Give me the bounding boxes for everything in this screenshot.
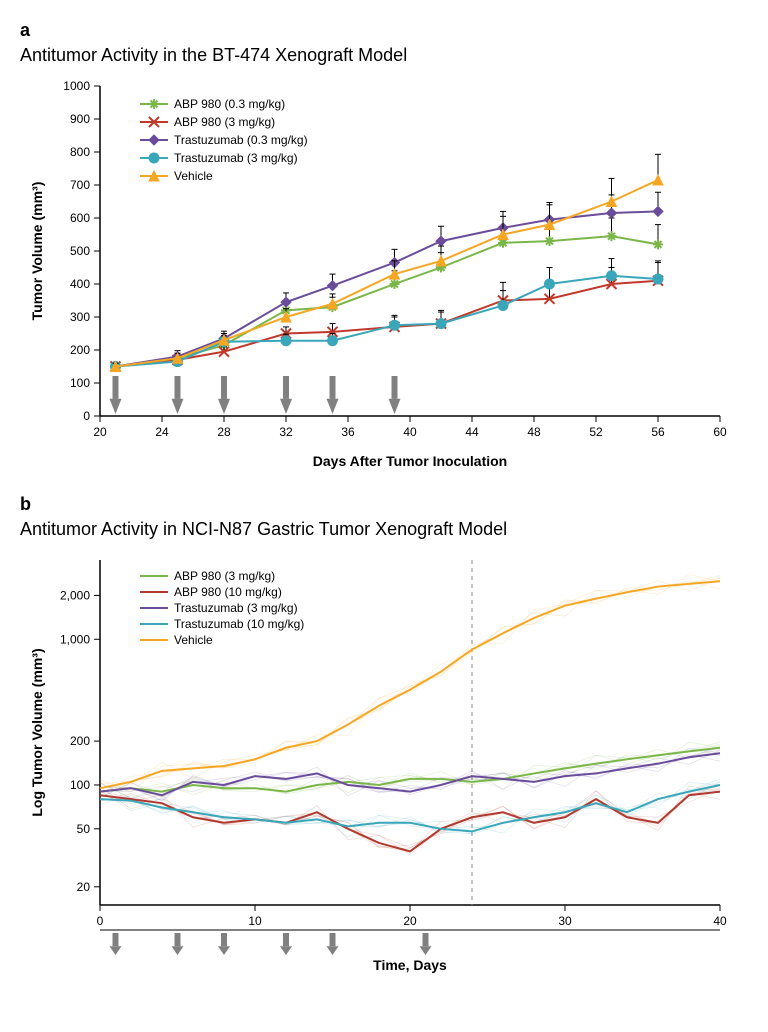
svg-text:24: 24 — [155, 425, 169, 439]
panel-b-label: b — [20, 494, 748, 515]
svg-text:700: 700 — [70, 178, 90, 192]
svg-text:10: 10 — [248, 914, 262, 928]
svg-text:32: 32 — [279, 425, 293, 439]
svg-text:2,000: 2,000 — [60, 588, 90, 602]
svg-text:Log Tumor Volume (mm³): Log Tumor Volume (mm³) — [29, 648, 45, 816]
svg-text:300: 300 — [70, 310, 90, 324]
svg-text:Trastuzumab (3 mg/kg): Trastuzumab (3 mg/kg) — [174, 601, 298, 615]
svg-text:600: 600 — [70, 211, 90, 225]
svg-text:ABP 980 (3 mg/kg): ABP 980 (3 mg/kg) — [174, 115, 275, 129]
svg-text:ABP 980 (10 mg/kg): ABP 980 (10 mg/kg) — [174, 585, 282, 599]
svg-text:30: 30 — [558, 914, 572, 928]
svg-text:40: 40 — [713, 914, 727, 928]
panel-a-title: Antitumor Activity in the BT-474 Xenogra… — [20, 45, 748, 66]
svg-text:Vehicle: Vehicle — [174, 633, 213, 647]
svg-text:Trastuzumab (0.3 mg/kg): Trastuzumab (0.3 mg/kg) — [174, 133, 308, 147]
svg-text:36: 36 — [341, 425, 355, 439]
svg-text:0: 0 — [83, 409, 90, 423]
svg-text:500: 500 — [70, 244, 90, 258]
svg-text:40: 40 — [403, 425, 417, 439]
panel-b-title: Antitumor Activity in NCI-N87 Gastric Tu… — [20, 519, 748, 540]
svg-text:ABP 980 (3 mg/kg): ABP 980 (3 mg/kg) — [174, 569, 275, 583]
svg-text:100: 100 — [70, 778, 90, 792]
svg-text:Trastuzumab (10 mg/kg): Trastuzumab (10 mg/kg) — [174, 617, 304, 631]
svg-text:400: 400 — [70, 277, 90, 291]
svg-text:Days After Tumor Inoculation: Days After Tumor Inoculation — [313, 453, 507, 469]
svg-text:1,000: 1,000 — [60, 632, 90, 646]
svg-text:20: 20 — [403, 914, 417, 928]
svg-text:1000: 1000 — [63, 79, 90, 93]
svg-text:Trastuzumab (3 mg/kg): Trastuzumab (3 mg/kg) — [174, 151, 298, 165]
svg-text:44: 44 — [465, 425, 479, 439]
svg-text:48: 48 — [527, 425, 541, 439]
svg-text:50: 50 — [77, 822, 91, 836]
svg-text:20: 20 — [93, 425, 107, 439]
svg-text:28: 28 — [217, 425, 231, 439]
svg-text:Tumor Volume (mm³): Tumor Volume (mm³) — [29, 182, 45, 321]
svg-text:200: 200 — [70, 343, 90, 357]
svg-text:200: 200 — [70, 734, 90, 748]
svg-text:52: 52 — [589, 425, 603, 439]
svg-text:20: 20 — [77, 880, 91, 894]
chart-a: 0 100 200 300 400 500 600 700 800 900 1000 20 24 28 32… — [20, 76, 740, 476]
svg-text:900: 900 — [70, 112, 90, 126]
svg-text:ABP 980 (0.3 mg/kg): ABP 980 (0.3 mg/kg) — [174, 97, 285, 111]
svg-text:0: 0 — [97, 914, 104, 928]
svg-text:800: 800 — [70, 145, 90, 159]
svg-text:Time, Days: Time, Days — [373, 957, 447, 973]
svg-text:Vehicle: Vehicle — [174, 169, 213, 183]
svg-text:100: 100 — [70, 376, 90, 390]
panel-a-label: a — [20, 20, 748, 41]
svg-text:60: 60 — [713, 425, 727, 439]
svg-text:56: 56 — [651, 425, 665, 439]
chart-b: 20 50 100 200 1,000 2,000 0 10 20 30 40 Time, Days L… — [20, 550, 740, 980]
